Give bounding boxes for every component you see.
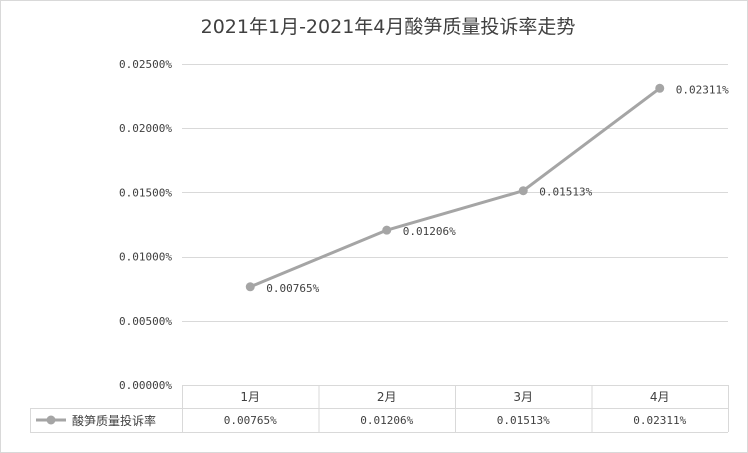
y-tick-label: 0.00000%	[119, 379, 172, 392]
series-line	[248, 86, 662, 289]
y-axis-tick-labels: 0.00000% 0.00500% 0.01000% 0.01500% 0.02000%…	[119, 58, 172, 392]
y-tick-label: 0.01000%	[119, 251, 172, 264]
x-category-label: 4月	[650, 390, 670, 404]
y-tick-label: 0.01500%	[119, 186, 172, 199]
y-tick-label: 0.00500%	[119, 315, 172, 328]
data-point	[382, 225, 392, 235]
table-value-cell: 0.01206%	[360, 414, 413, 427]
x-category-label: 2月	[377, 390, 397, 404]
legend-series-name: 酸笋质量投诉率	[72, 413, 156, 428]
chart-title: 2021年1月-2021年4月酸笋质量投诉率走势	[201, 16, 576, 38]
data-label: 0.00765%	[266, 282, 319, 295]
data-label: 0.01513%	[539, 186, 592, 199]
data-point	[245, 282, 255, 292]
legend-key-marker	[46, 415, 56, 425]
grid-lines	[182, 64, 728, 322]
table-value-cell: 0.01513%	[497, 414, 550, 427]
data-label: 0.02311%	[676, 83, 729, 96]
series-line-layer	[245, 83, 665, 292]
table-value-cell: 0.00765%	[224, 414, 277, 427]
x-category-label: 1月	[240, 390, 260, 404]
data-label: 0.01206%	[403, 225, 456, 238]
data-table: 1月 2月 3月 4月酸笋质量投诉率 0.00765% 0.01206% 0.01513% 0…	[30, 385, 729, 433]
data-point	[518, 186, 528, 196]
y-tick-label: 0.02500%	[119, 58, 172, 71]
table-value-cell: 0.02311%	[633, 414, 686, 427]
data-point	[655, 83, 665, 93]
data-labels: 0.00765% 0.01206% 0.01513% 0.02311%	[266, 83, 729, 295]
x-category-label: 3月	[513, 390, 533, 404]
y-tick-label: 0.02000%	[119, 122, 172, 135]
